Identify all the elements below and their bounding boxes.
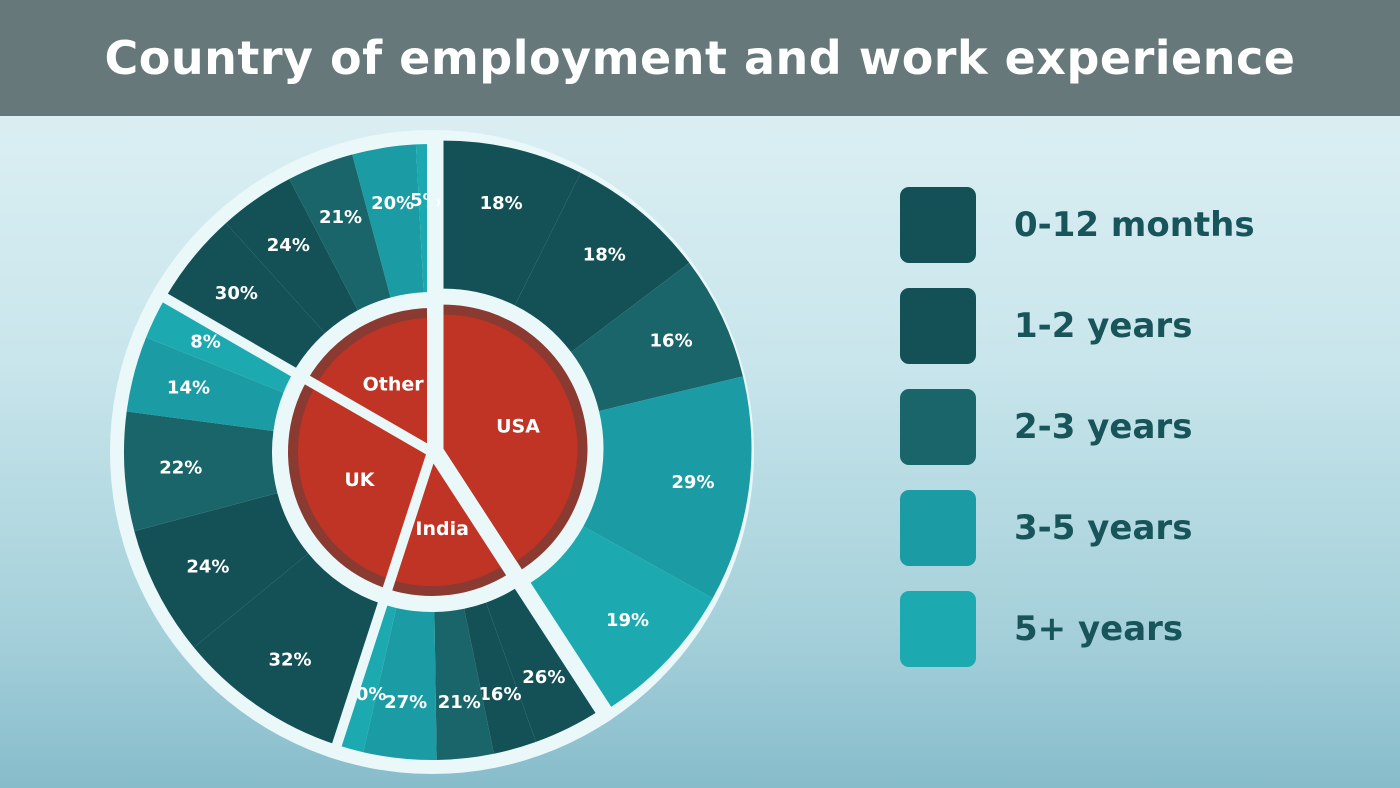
- chart-title: Country of employment and work experienc…: [104, 31, 1296, 85]
- legend-label: 5+ years: [1014, 609, 1184, 649]
- outer-segment-uk-5-years: [146, 298, 294, 393]
- legend-item-3-5-years: 3-5 years: [900, 489, 1255, 567]
- outer-segment-other-1-2-years: [225, 179, 358, 334]
- legend-label: 1-2 years: [1014, 306, 1193, 346]
- inner-segment-label: USA: [496, 416, 540, 438]
- outer-segment-label: 16%: [478, 684, 521, 705]
- legend-swatch: [900, 490, 976, 566]
- title-bar: Country of employment and work experienc…: [0, 0, 1400, 116]
- outer-segment-usa-5-years: [530, 526, 713, 707]
- outer-segment-india-0-12-months: [486, 586, 600, 742]
- legend-label: 3-5 years: [1014, 508, 1193, 548]
- outer-segment-label: 18%: [480, 193, 523, 214]
- outer-segment-label: 16%: [650, 330, 693, 351]
- outer-segment-usa-2-3-years: [571, 262, 743, 412]
- legend-swatch: [900, 591, 976, 667]
- outer-segment-label: 8%: [190, 331, 221, 352]
- outer-segment-label: 19%: [606, 610, 649, 631]
- legend-label: 0-12 months: [1014, 205, 1255, 245]
- outer-segment-label: 21%: [438, 692, 481, 713]
- outer-segment-label: 22%: [159, 458, 202, 479]
- outer-segment-other-3-5-years: [352, 144, 424, 298]
- outer-segment-uk-2-3-years: [124, 411, 278, 532]
- outer-segment-other-2-3-years: [289, 154, 391, 311]
- inner-segment-india: [390, 452, 505, 586]
- outer-segment-usa-1-2-years: [514, 172, 690, 353]
- outer-segment-india-3-5-years: [363, 607, 437, 760]
- legend: 0-12 months 1-2 years 2-3 years 3-5 year…: [900, 186, 1255, 691]
- outer-segment-label: 24%: [186, 556, 229, 577]
- legend-item-2-3-years: 2-3 years: [900, 388, 1255, 466]
- outer-segment-label: 32%: [269, 649, 312, 670]
- inner-segment-label: India: [415, 518, 469, 540]
- outer-segment-label: 20%: [371, 193, 414, 214]
- outer-segment-label: 21%: [319, 207, 362, 228]
- legend-swatch: [900, 389, 976, 465]
- outer-segment-uk-3-5-years: [126, 337, 284, 431]
- country-separator: [150, 286, 435, 457]
- legend-label: 2-3 years: [1014, 407, 1193, 447]
- outer-segment-uk-1-2-years: [134, 493, 309, 648]
- inner-segment-usa: [443, 314, 578, 561]
- outer-segment-label: 26%: [522, 667, 565, 688]
- inner-segment-label: Other: [363, 374, 425, 396]
- outer-segment-usa-3-5-years: [583, 376, 752, 599]
- outer-segment-usa-0-12-months: [443, 140, 581, 306]
- legend-item-1-2-years: 1-2 years: [900, 287, 1255, 365]
- legend-item-0-12-months: 0-12 months: [900, 186, 1255, 264]
- legend-swatch: [900, 187, 976, 263]
- country-separator: [327, 450, 437, 760]
- outer-segment-label: 30%: [215, 283, 258, 304]
- country-separator: [427, 449, 612, 725]
- outer-segment-india-1-2-years: [464, 602, 537, 754]
- outer-segment-label: 29%: [671, 472, 714, 493]
- outer-segment-other-0-12-months: [165, 223, 325, 372]
- legend-swatch: [900, 288, 976, 364]
- outer-segment-label: 27%: [384, 692, 427, 713]
- outer-segment-india-2-3-years: [434, 608, 494, 760]
- outer-segment-uk-0-12-months: [193, 553, 383, 745]
- outer-segment-label: 18%: [583, 244, 626, 265]
- legend-item-5-plus-years: 5+ years: [900, 590, 1255, 668]
- outer-segment-label: 14%: [167, 378, 210, 399]
- inner-segment-label: UK: [344, 469, 375, 491]
- inner-segment-other: [315, 318, 432, 452]
- outer-segment-label: 24%: [267, 235, 310, 256]
